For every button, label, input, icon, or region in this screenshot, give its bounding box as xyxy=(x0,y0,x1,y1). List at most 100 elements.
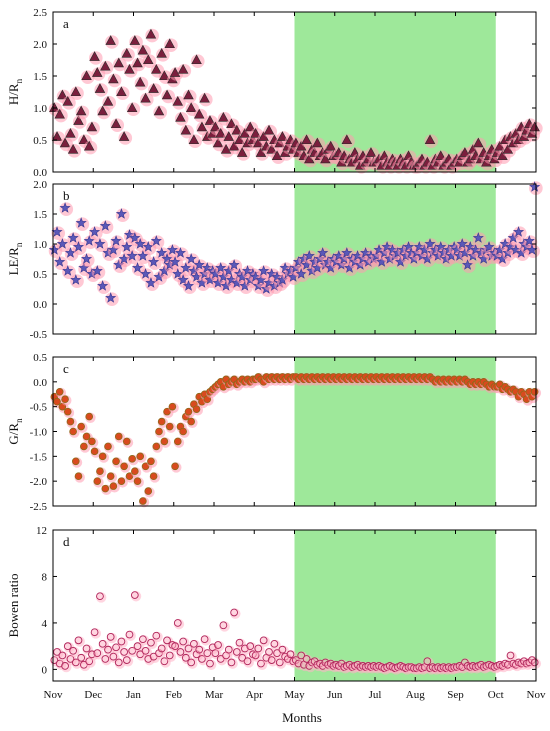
data-point xyxy=(114,658,123,667)
data-point xyxy=(75,105,87,116)
x-tick-label: Nov xyxy=(44,689,63,701)
y-axis-title-main: LE/R xyxy=(6,247,21,275)
data-point xyxy=(117,477,126,485)
x-tick-label: Mar xyxy=(205,689,224,701)
data-point xyxy=(98,452,107,461)
data-point xyxy=(122,656,131,664)
data-point xyxy=(133,642,142,651)
data-point xyxy=(93,649,102,657)
y-tick-label: -1.5 xyxy=(30,451,48,463)
point-shadow xyxy=(165,651,177,662)
data-point xyxy=(133,477,142,485)
data-point xyxy=(483,241,495,252)
x-tick-label: Jun xyxy=(327,689,343,701)
data-point xyxy=(116,86,127,97)
data-point xyxy=(120,462,128,471)
data-point xyxy=(144,487,153,495)
data-point xyxy=(72,457,80,466)
data-point xyxy=(157,644,166,653)
data-point xyxy=(91,265,103,276)
y-tick-label: 2.0 xyxy=(33,179,47,191)
data-point xyxy=(150,235,162,246)
data-point xyxy=(257,659,265,668)
data-point xyxy=(134,238,146,249)
y-axis-title: LE/Rn xyxy=(6,242,24,275)
data-point xyxy=(98,639,107,648)
data-point xyxy=(101,655,110,663)
data-point xyxy=(190,639,198,648)
data-point xyxy=(155,427,163,436)
data-point xyxy=(83,235,95,246)
data-point xyxy=(156,247,168,258)
data-point xyxy=(182,280,195,291)
panel-b: -0.5 0.0 0.5 1.0 1.5 2.0 b LE/Rn xyxy=(6,179,543,341)
point-shadow xyxy=(157,644,169,655)
data-point xyxy=(232,648,241,656)
data-point xyxy=(99,220,111,231)
data-point xyxy=(159,70,170,81)
data-point xyxy=(228,259,240,270)
data-point xyxy=(77,653,86,662)
x-tick-label: Nov xyxy=(527,689,546,701)
data-point xyxy=(227,658,236,667)
data-point xyxy=(70,274,82,285)
y-tick-label: 1.5 xyxy=(33,209,47,221)
data-point xyxy=(243,657,252,666)
data-point xyxy=(93,477,102,485)
data-point xyxy=(75,217,87,228)
x-tick-label: Sep xyxy=(447,689,464,701)
data-point xyxy=(530,387,539,396)
data-point xyxy=(66,417,75,426)
points-c xyxy=(50,372,542,508)
data-point xyxy=(83,140,95,151)
point-shadow xyxy=(138,635,150,646)
data-point xyxy=(506,651,515,660)
data-point xyxy=(246,642,255,651)
data-point xyxy=(108,73,119,84)
data-point xyxy=(89,51,100,61)
y-tick-label: 1.0 xyxy=(33,103,47,115)
data-point xyxy=(238,653,247,662)
data-point xyxy=(231,124,243,135)
data-point xyxy=(341,134,353,145)
data-point xyxy=(424,238,436,249)
data-point xyxy=(54,108,65,119)
point-shadow xyxy=(152,631,163,643)
data-point xyxy=(214,641,222,649)
point-shadow xyxy=(93,649,104,660)
data-point xyxy=(69,427,77,436)
data-point xyxy=(250,127,261,138)
data-point xyxy=(259,636,268,645)
data-point xyxy=(109,482,118,490)
panels: 0.00.51.01.52.02.5aH/Rn-0.50.00.51.01.52… xyxy=(6,7,546,701)
data-point xyxy=(97,280,109,291)
data-point xyxy=(101,484,110,493)
data-point xyxy=(199,92,210,103)
point-shadow xyxy=(265,647,276,659)
data-point xyxy=(109,652,118,661)
data-point xyxy=(157,417,166,426)
data-point xyxy=(320,153,331,164)
data-point xyxy=(129,232,141,243)
data-point xyxy=(73,115,84,125)
data-point xyxy=(185,253,197,264)
data-point xyxy=(179,637,187,646)
data-point xyxy=(235,638,244,647)
point-shadow xyxy=(101,654,112,666)
data-point xyxy=(117,637,126,646)
data-point xyxy=(266,143,277,154)
data-point xyxy=(166,244,178,255)
data-point xyxy=(312,137,323,148)
point-shadow xyxy=(120,647,131,659)
data-point xyxy=(94,238,106,249)
data-point xyxy=(62,95,74,106)
point-shadow xyxy=(58,651,69,662)
data-point xyxy=(112,643,120,652)
point-shadow xyxy=(254,644,265,655)
data-point xyxy=(67,232,79,243)
y-axis-title-subscript: n xyxy=(14,78,24,83)
data-point xyxy=(74,472,83,481)
x-tick-label: May xyxy=(284,689,305,701)
data-point xyxy=(85,412,94,421)
data-point xyxy=(53,648,61,656)
